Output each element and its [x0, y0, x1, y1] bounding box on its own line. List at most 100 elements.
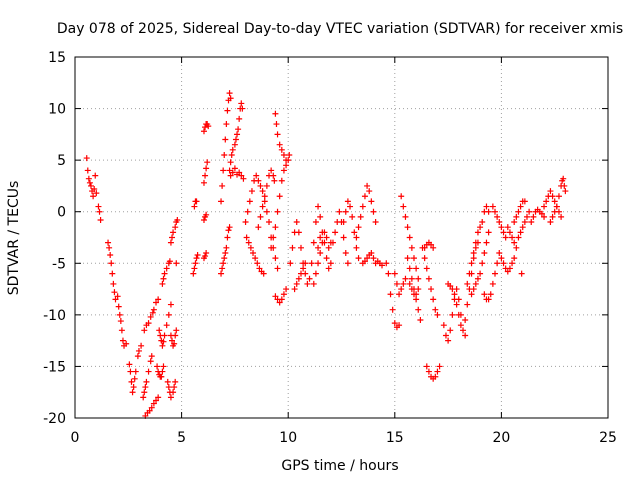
data-point — [270, 172, 277, 179]
series-arc25 — [243, 234, 267, 277]
data-point — [408, 244, 415, 251]
data-point — [423, 363, 430, 370]
data-point — [364, 182, 371, 189]
data-point — [280, 291, 287, 298]
data-point — [200, 179, 207, 186]
series-arc3 — [126, 342, 145, 396]
data-point — [234, 131, 241, 138]
data-point — [496, 219, 503, 226]
data-point — [160, 338, 167, 345]
data-point — [342, 208, 349, 215]
data-point — [511, 239, 518, 246]
y-tick-label: -20 — [43, 411, 66, 427]
series-arc57 — [515, 208, 533, 241]
data-point — [541, 213, 548, 220]
data-point — [370, 208, 377, 215]
data-point — [304, 280, 311, 287]
data-point — [428, 286, 435, 293]
data-point — [551, 208, 558, 215]
data-point — [235, 126, 242, 133]
data-point — [410, 255, 417, 262]
series-arc35 — [340, 198, 362, 262]
series-arc41 — [398, 193, 422, 282]
data-point — [347, 203, 354, 210]
data-point — [421, 255, 428, 262]
series-arc12 — [167, 216, 181, 246]
data-point — [150, 400, 157, 407]
data-point — [485, 208, 492, 215]
data-point — [138, 342, 145, 349]
data-point — [87, 182, 94, 189]
data-point — [203, 211, 210, 218]
data-point — [361, 193, 368, 200]
data-point — [129, 389, 136, 396]
data-point — [462, 332, 469, 339]
data-point — [172, 378, 179, 385]
data-point — [156, 327, 163, 334]
y-tick-labels: -20 -15 -10 -5 0 5 10 15 — [43, 50, 66, 427]
data-point — [172, 332, 179, 339]
data-point — [415, 286, 422, 293]
data-point — [351, 229, 358, 236]
series-arc36 — [353, 182, 379, 241]
x-tick-label: 15 — [386, 430, 404, 446]
data-point — [466, 270, 473, 277]
data-point — [355, 224, 362, 231]
data-point — [353, 244, 360, 251]
data-point — [280, 151, 287, 158]
data-point — [561, 182, 568, 189]
data-point — [150, 306, 157, 313]
data-point — [494, 260, 501, 267]
series-arc7 — [154, 363, 167, 380]
data-point — [317, 249, 324, 256]
data-point — [153, 397, 160, 404]
data-point — [92, 172, 99, 179]
data-point — [130, 384, 137, 391]
data-point — [218, 198, 225, 205]
data-point — [278, 177, 285, 184]
data-point — [521, 198, 528, 205]
data-point — [506, 229, 513, 236]
data-point — [259, 203, 266, 210]
data-point — [455, 296, 462, 303]
data-point — [193, 198, 200, 205]
data-point — [472, 280, 479, 287]
data-point — [245, 239, 252, 246]
grid — [75, 57, 608, 418]
data-point — [194, 252, 201, 259]
data-point — [231, 141, 238, 148]
data-point — [160, 275, 167, 282]
data-point — [173, 260, 180, 267]
series-arc8 — [156, 301, 174, 349]
data-point — [221, 255, 228, 262]
y-tick-label: -5 — [52, 256, 66, 272]
data-point — [310, 280, 317, 287]
data-point — [474, 275, 481, 282]
data-point — [349, 213, 356, 220]
data-point — [370, 255, 377, 262]
data-point — [127, 368, 134, 375]
series-arc38 — [383, 260, 403, 331]
data-point — [257, 213, 264, 220]
plot-frame — [74, 56, 609, 419]
data-point — [227, 95, 234, 102]
series-arc21 — [218, 90, 234, 205]
data-point — [224, 234, 231, 241]
data-point — [255, 177, 262, 184]
data-point — [368, 198, 375, 205]
series-arc13 — [173, 260, 180, 267]
series-arc54 — [498, 255, 518, 275]
data-point — [425, 368, 432, 375]
data-point — [96, 208, 103, 215]
data-point — [229, 169, 236, 176]
series-arc19 — [200, 121, 212, 135]
data-point — [278, 296, 285, 303]
data-point — [149, 309, 156, 316]
data-point — [270, 234, 277, 241]
data-point — [396, 322, 403, 329]
data-point — [332, 229, 339, 236]
data-point — [297, 270, 304, 277]
data-point — [111, 289, 118, 296]
data-point — [200, 128, 207, 135]
data-point — [85, 175, 92, 182]
